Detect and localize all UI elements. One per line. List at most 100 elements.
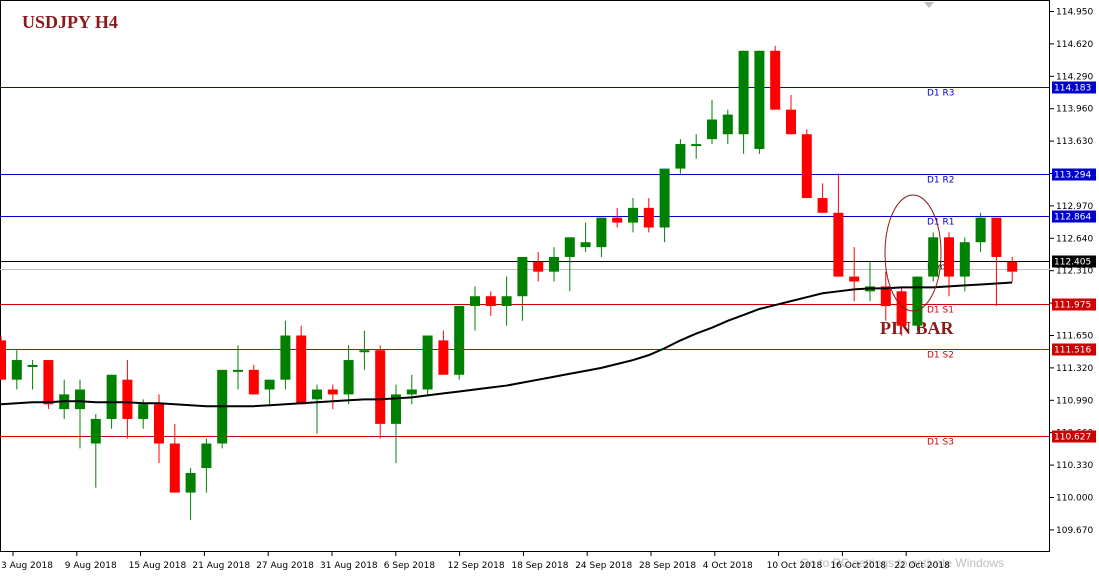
candle-bear [833,212,844,277]
price-tag-bg [1052,255,1096,268]
candle-bull [201,443,212,469]
x-tick-label: 24 Sep 2018 [575,561,632,571]
candle-bear [154,404,164,444]
price-tag: 111.975 [1054,301,1091,311]
candle-bull [280,335,291,380]
candle-bear [817,198,828,213]
x-tick-label: 28 Sep 2018 [639,561,696,571]
candle-bull [359,350,370,353]
moving-average-line [0,281,1013,408]
x-tick-label: 3 Aug 2018 [1,561,53,571]
price-tag: 110.627 [1054,433,1091,443]
y-tick-label: 109.670 [1056,526,1093,536]
price-tag: 113.294 [1054,171,1091,181]
candle-bull [185,472,196,493]
candle-bull [264,379,275,390]
level-label: Pivot [927,263,950,273]
candle-bear [896,291,907,326]
price-tag-bg [1052,430,1096,443]
y-tick-label: 114.290 [1056,72,1093,82]
candle-bull [912,276,923,326]
x-tick-label: 27 Aug 2018 [256,561,314,571]
x-tick-label: 18 Sep 2018 [511,561,568,571]
candle-bear [296,335,307,405]
candle-bull [391,394,401,424]
y-tick-label: 114.620 [1056,40,1093,50]
chart-title: USDJPY H4 [22,12,118,32]
x-tick-label: 31 Aug 2018 [320,561,378,571]
y-tick-label: 111.650 [1056,332,1093,342]
candle-bull [628,207,638,223]
candle-bull [754,50,765,149]
candle-bull [549,256,559,272]
candle-bull [501,296,512,307]
candle-bear [944,237,954,277]
y-tick-label: 113.630 [1056,137,1093,147]
candle-bear [612,217,623,223]
price-tag-bg [1052,298,1096,311]
candle-bull [422,335,433,390]
price-tag: 112.864 [1054,213,1091,223]
candle-bear [438,340,449,375]
level-label: D1 R3 [927,89,955,99]
candle-bear [248,369,259,395]
candle-bull [75,389,85,410]
y-tick-label: 110.990 [1056,396,1093,406]
candle-bull [343,360,354,395]
y-tick-label: 111.320 [1056,364,1093,374]
level-label: D1 R1 [927,218,955,228]
candle-bull [738,50,749,135]
candle-bull [691,144,702,147]
candle-bull [596,217,607,248]
y-tick-label: 110.330 [1056,461,1093,471]
price-tag-bg [1052,81,1096,94]
x-tick-label: 21 Aug 2018 [192,561,250,571]
x-tick-label: 12 Sep 2018 [448,561,505,571]
candle-bear [43,360,54,405]
level-label: D1 R2 [927,176,955,186]
scroll-marker [924,2,934,8]
price-tag-bg [1052,168,1096,181]
candle-bear [991,217,1002,257]
candle-bull [580,242,591,248]
candle-bear [485,296,496,307]
pin-bar-highlight [884,194,942,312]
y-tick-label: 114.950 [1056,8,1093,18]
candle-bull [975,217,986,243]
candle-bear [849,276,860,282]
candle-bull [517,256,528,297]
windows-watermark: Go to PC settings to activate Windows [800,556,1005,570]
candle-bear [0,340,6,380]
candle-bull [722,114,733,135]
candle-bull [27,364,38,367]
candle-bull [928,237,939,277]
x-tick-label: 15 Aug 2018 [129,561,187,571]
candle-bull [233,369,243,372]
candle-bear [122,379,133,419]
candle-bear [786,109,796,135]
y-tick-label: 112.970 [1056,202,1093,212]
candle-bull [106,374,117,419]
candle-bear [880,286,891,307]
candle-bull [959,242,970,277]
x-tick-label: 6 Sep 2018 [384,561,436,571]
level-label: D1 S2 [927,351,954,361]
x-tick-label: 4 Oct 2018 [703,561,753,571]
y-tick-label: 112.310 [1056,267,1093,277]
candle-bear [1007,261,1018,272]
candle-bear [375,350,386,424]
level-label: D1 S3 [927,438,954,448]
price-tag-bg [1052,210,1096,223]
candle-bear [327,389,338,395]
candle-bull [659,168,670,228]
candle-bear [770,50,781,110]
candle-bear [169,443,180,493]
price-tag: 114.183 [1054,84,1091,94]
x-tick-label: 22 Oct 2018 [894,561,950,571]
level-label: D1 S1 [927,306,954,316]
candle-bear [801,134,812,199]
x-tick-label: 16 Oct 2018 [830,561,886,571]
candle-bull [707,119,717,140]
candle-bull [90,418,101,444]
